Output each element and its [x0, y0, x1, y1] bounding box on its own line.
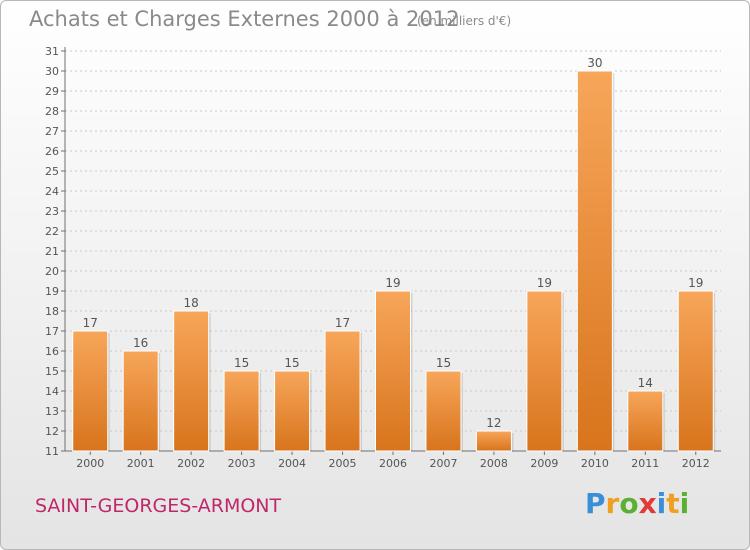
logo-letter: i: [656, 487, 667, 520]
bar-value-label: 30: [587, 56, 602, 70]
y-tick-label: 13: [45, 405, 59, 418]
bar: [173, 310, 210, 452]
x-tick-label: 2008: [480, 457, 508, 470]
x-tick-label: 2011: [631, 457, 659, 470]
logo-letter: x: [638, 487, 657, 520]
bar-value-label: 18: [184, 296, 199, 310]
bar: [677, 290, 714, 452]
x-tick-label: 2003: [228, 457, 256, 470]
bar-value-label: 15: [234, 356, 249, 370]
bar-value-label: 17: [83, 316, 98, 330]
x-tick-label: 2005: [329, 457, 357, 470]
y-tick-label: 31: [45, 45, 59, 58]
bar: [475, 430, 512, 452]
bar: [425, 370, 462, 452]
commune-name: SAINT-GEORGES-ARMONT: [35, 495, 282, 517]
y-tick-label: 11: [45, 445, 59, 458]
y-tick-label: 27: [45, 125, 59, 138]
y-tick-label: 28: [45, 105, 59, 118]
bar: [122, 350, 159, 452]
proxiti-logo: Proxiti: [585, 487, 689, 520]
y-tick-label: 24: [45, 185, 59, 198]
bar-value-label: 19: [385, 276, 400, 290]
x-tick-label: 2004: [278, 457, 306, 470]
y-tick-label: 14: [45, 385, 59, 398]
y-tick-label: 17: [45, 325, 59, 338]
y-tick-label: 12: [45, 425, 59, 438]
bar: [526, 290, 563, 452]
bar: [375, 290, 411, 452]
bar: [324, 330, 361, 452]
bar: [274, 370, 311, 452]
bar-value-label: 17: [335, 316, 350, 330]
x-tick-label: 2006: [379, 457, 407, 470]
y-tick-label: 22: [45, 225, 59, 238]
bar: [72, 330, 109, 452]
bar-value-label: 19: [688, 276, 703, 290]
x-tick-label: 2007: [429, 457, 457, 470]
bar-value-label: 14: [638, 376, 653, 390]
logo-letter: t: [666, 487, 680, 520]
bar-value-label: 16: [133, 336, 148, 350]
y-tick-label: 26: [45, 145, 59, 158]
bar: [627, 390, 664, 452]
x-tick-label: 2000: [76, 457, 104, 470]
logo-letter: i: [679, 487, 690, 520]
x-tick-label: 2001: [127, 457, 155, 470]
y-tick-label: 15: [45, 365, 59, 378]
logo-letter: o: [619, 487, 639, 520]
y-tick-label: 29: [45, 85, 59, 98]
y-tick-label: 23: [45, 205, 59, 218]
y-tick-label: 16: [45, 345, 59, 358]
y-tick-label: 21: [45, 245, 59, 258]
y-tick-label: 25: [45, 165, 59, 178]
bar-value-label: 15: [284, 356, 299, 370]
x-tick-label: 2009: [530, 457, 558, 470]
x-tick-label: 2010: [581, 457, 609, 470]
y-tick-label: 18: [45, 305, 59, 318]
chart-title: Achats et Charges Externes 2000 à 2012: [29, 7, 460, 31]
y-tick-label: 19: [45, 285, 59, 298]
logo-letter: P: [585, 487, 606, 520]
y-tick-label: 30: [45, 65, 59, 78]
unit-label: (en milliers d'€): [417, 14, 512, 28]
bar-value-label: 19: [537, 276, 552, 290]
bar: [576, 70, 613, 452]
logo-letter: r: [605, 487, 620, 520]
y-tick-label: 20: [45, 265, 59, 278]
x-tick-label: 2012: [682, 457, 710, 470]
x-tick-label: 2002: [177, 457, 205, 470]
bar: [223, 370, 260, 452]
bar-value-label: 12: [486, 416, 501, 430]
bar-value-label: 15: [436, 356, 451, 370]
